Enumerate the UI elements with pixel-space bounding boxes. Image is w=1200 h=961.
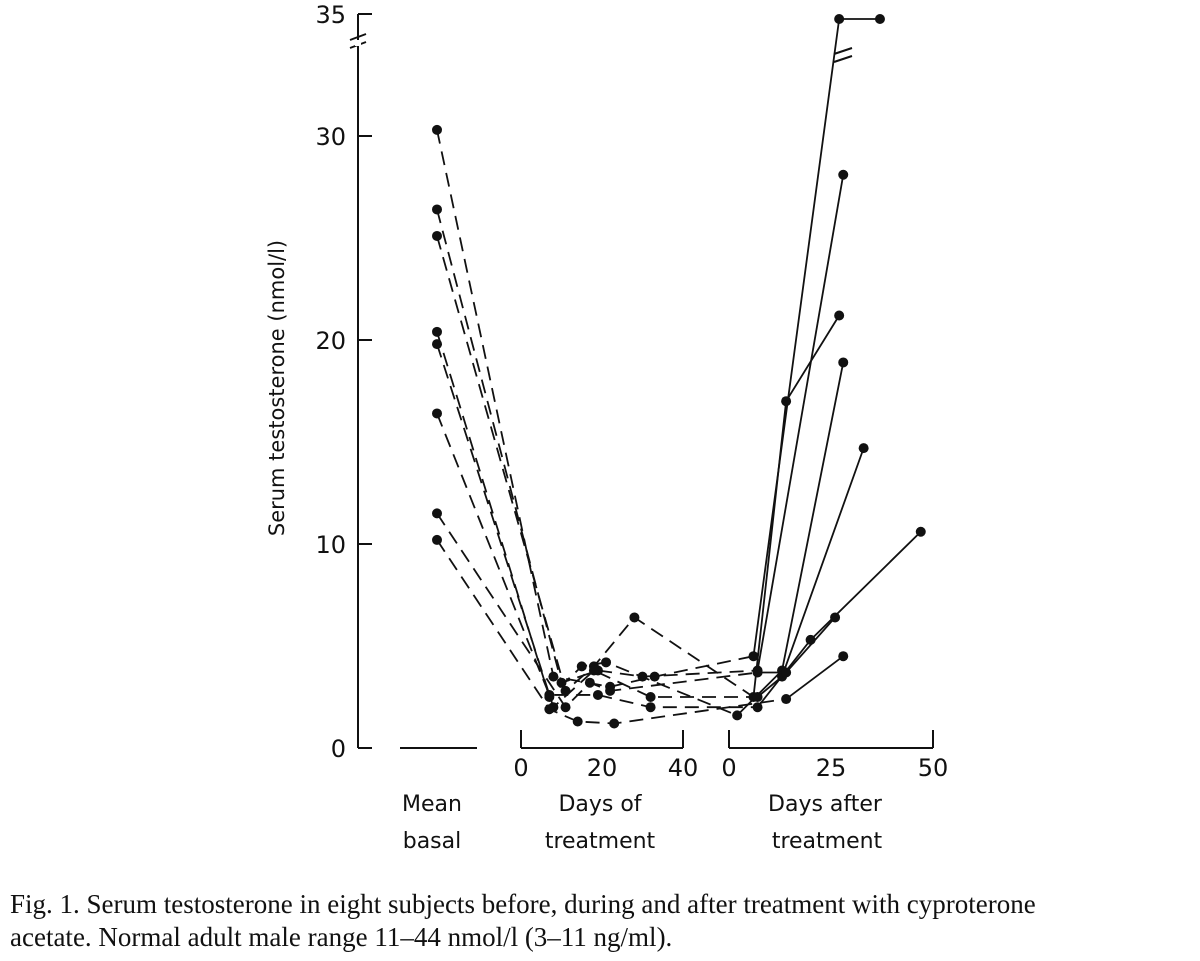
data-point bbox=[544, 689, 555, 700]
solid-line bbox=[752, 18, 880, 657]
series-subject-6 bbox=[432, 408, 926, 713]
dashed-line bbox=[436, 343, 758, 709]
axis-labels: Serum testosterone (nmol/l) Mean basal D… bbox=[265, 240, 883, 854]
dashed-line bbox=[436, 413, 758, 709]
after-tick-label: 25 bbox=[816, 754, 847, 782]
data-point bbox=[748, 651, 759, 662]
after-label-line1: Days after bbox=[768, 792, 883, 817]
data-point bbox=[781, 667, 792, 678]
solid-line bbox=[785, 655, 844, 700]
dashed-line bbox=[436, 129, 754, 688]
treatment-label-line1: Days of bbox=[558, 792, 642, 817]
treatment-tick-label: 0 bbox=[513, 754, 528, 782]
solid-line bbox=[756, 174, 845, 671]
treatment-tick-label: 40 bbox=[668, 754, 699, 782]
data-point bbox=[432, 408, 442, 419]
data-point bbox=[752, 667, 763, 678]
data-point bbox=[544, 704, 555, 715]
basal-label-line2: basal bbox=[403, 829, 462, 854]
solid-line bbox=[756, 447, 865, 698]
data-point bbox=[781, 694, 792, 705]
basal-label-line1: Mean bbox=[402, 792, 462, 817]
dashed-line bbox=[436, 209, 758, 684]
y-tick-label: 10 bbox=[315, 531, 346, 559]
data-point bbox=[432, 326, 442, 337]
series-subject-8 bbox=[432, 534, 849, 729]
data-point bbox=[915, 526, 926, 537]
data-point bbox=[584, 677, 595, 688]
series-subject-3 bbox=[432, 230, 845, 702]
series-subject-2 bbox=[432, 169, 849, 688]
solid-line bbox=[752, 315, 840, 698]
y-tick-label: 30 bbox=[315, 123, 346, 151]
data-point bbox=[752, 692, 763, 702]
series-subject-7 bbox=[432, 508, 841, 713]
data-point bbox=[432, 534, 442, 545]
series-layer bbox=[432, 14, 926, 729]
data-point bbox=[752, 702, 763, 713]
data-point bbox=[781, 396, 792, 407]
data-point bbox=[576, 661, 587, 672]
series-break-mark bbox=[833, 47, 853, 55]
data-point bbox=[548, 671, 559, 682]
data-point bbox=[858, 443, 869, 454]
y-axis-break-mark bbox=[349, 33, 367, 41]
data-point bbox=[645, 702, 656, 713]
data-point bbox=[588, 665, 599, 676]
data-point bbox=[560, 702, 571, 713]
y-tick-label: 35 bbox=[315, 1, 346, 29]
data-point bbox=[601, 657, 612, 668]
after-tick-label: 0 bbox=[721, 754, 736, 782]
treatment-tick-label: 20 bbox=[587, 754, 618, 782]
data-point bbox=[592, 689, 603, 700]
treatment-label-line2: treatment bbox=[545, 829, 656, 854]
y-axis-label: Serum testosterone (nmol/l) bbox=[265, 240, 289, 536]
y-tick-label: 0 bbox=[331, 735, 346, 763]
after-label-line2: treatment bbox=[772, 829, 883, 854]
y-tick-label: 20 bbox=[315, 327, 346, 355]
data-point bbox=[838, 169, 849, 180]
data-point bbox=[629, 612, 640, 623]
data-point bbox=[874, 14, 885, 24]
data-point bbox=[645, 692, 656, 702]
caption-line-1: Fig. 1. Serum testosterone in eight subj… bbox=[10, 889, 1036, 919]
data-point bbox=[830, 612, 841, 623]
dashed-line bbox=[436, 331, 738, 717]
testosterone-chart: 0 10 20 30 35 0 20 40 0 25 50 Serum testosterone (… bbox=[265, 1, 948, 854]
after-tick-label: 50 bbox=[918, 754, 949, 782]
data-point bbox=[432, 124, 442, 135]
axes: 0 10 20 30 35 0 20 40 0 25 50 bbox=[315, 1, 948, 782]
dashed-line bbox=[436, 539, 787, 725]
solid-line bbox=[736, 362, 845, 716]
data-point bbox=[432, 204, 442, 215]
dashed-line bbox=[436, 235, 754, 698]
data-point bbox=[432, 339, 442, 350]
data-point bbox=[838, 357, 849, 368]
data-point bbox=[609, 718, 620, 729]
caption-line-2: acetate. Normal adult male range 11–44 n… bbox=[10, 922, 673, 952]
data-point bbox=[572, 716, 583, 727]
data-point bbox=[834, 310, 845, 321]
figure-caption: Fig. 1. Serum testosterone in eight subj… bbox=[10, 888, 1195, 954]
data-point bbox=[838, 651, 849, 662]
data-point bbox=[732, 710, 743, 721]
data-point bbox=[432, 230, 442, 241]
data-point bbox=[432, 508, 442, 519]
data-point bbox=[834, 14, 845, 24]
solid-line bbox=[757, 616, 836, 674]
series-break-mark bbox=[833, 55, 853, 63]
data-point bbox=[605, 685, 616, 696]
y-axis-break-gap bbox=[355, 40, 361, 46]
dashed-line bbox=[436, 512, 758, 709]
